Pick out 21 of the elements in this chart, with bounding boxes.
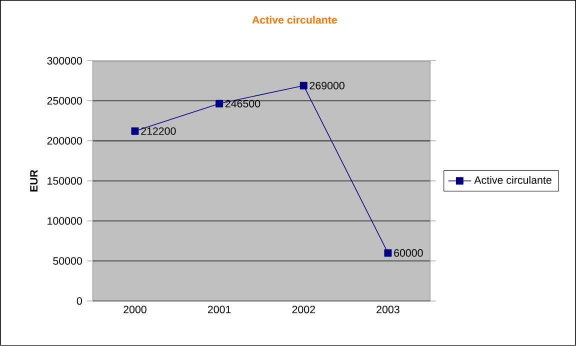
point: [216, 100, 224, 108]
data-label: 60000: [394, 249, 423, 257]
chart-title: Active circulante: [252, 16, 338, 24]
x-tick-label: 2001: [208, 306, 231, 314]
x-tick-label: 2002: [292, 306, 315, 314]
data-label: 269000: [310, 82, 344, 90]
x-tick-label: 2003: [376, 306, 400, 314]
y-tick-label: 250000: [47, 97, 82, 105]
legend-label: Active circulante: [474, 176, 552, 184]
y-axis-title: EUR: [30, 170, 38, 192]
y-tick-label: 50000: [53, 257, 82, 265]
point: [300, 82, 308, 90]
data-label: 212200: [141, 127, 176, 135]
point: [131, 127, 139, 135]
y-tick-label: 150000: [48, 177, 82, 185]
y-tick-label: 300000: [47, 57, 82, 65]
y-tick-label: 100000: [48, 217, 82, 225]
x-tick-label: 2000: [124, 306, 146, 314]
y-tick-label: 200000: [47, 137, 82, 145]
point: [384, 249, 392, 257]
y-tick-label: 0: [76, 297, 82, 305]
